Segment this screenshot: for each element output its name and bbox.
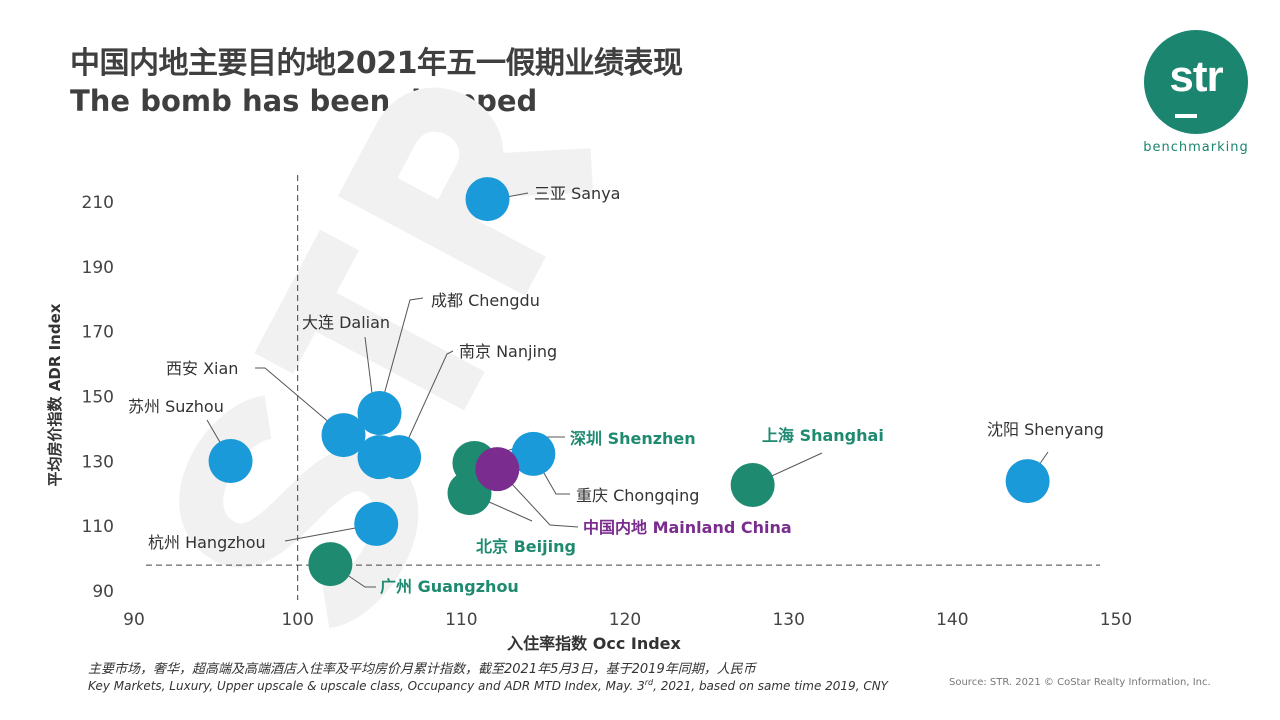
point-label: 苏州 Suzhou — [128, 397, 224, 416]
source-credit: Source: STR. 2021 © CoStar Realty Inform… — [949, 677, 1211, 688]
watermark — [179, 87, 593, 629]
x-tick-label: 140 — [936, 610, 968, 630]
bubble-point — [1005, 459, 1050, 504]
x-tick-label: 110 — [445, 610, 477, 630]
x-tick-label: 100 — [281, 610, 313, 630]
y-tick-label: 110 — [82, 517, 114, 537]
bubble-point — [308, 542, 353, 587]
bubble-point — [321, 413, 366, 458]
footnote-chinese: 主要市场，奢华，超高端及高端酒店入住率及平均房价月累计指数，截至2021年5月3… — [88, 662, 756, 677]
bubble-point — [354, 501, 399, 546]
logo-text: str — [1169, 52, 1223, 101]
footnote-superscript: rd — [644, 678, 654, 687]
y-tick-label: 90 — [92, 582, 114, 602]
point-label: 成都 Chengdu — [431, 291, 540, 310]
point-label: 杭州 Hangzhou — [148, 533, 266, 552]
watermark-letter-r — [337, 87, 593, 296]
logo-tagline: benchmarking — [1143, 140, 1249, 155]
point-label: 上海 Shanghai — [762, 426, 884, 445]
y-tick-label: 210 — [82, 193, 114, 213]
footnote-english-text: Key Markets, Luxury, Upper upscale & ups… — [88, 679, 645, 693]
point-label: 中国内地 Mainland China — [583, 518, 792, 537]
footnote-english: Key Markets, Luxury, Upper upscale & ups… — [88, 678, 888, 693]
watermark-letters — [179, 87, 593, 629]
x-axis-title: 入住率指数 Occ Index — [507, 634, 681, 653]
bubble-point — [465, 177, 510, 222]
point-label: 深圳 Shenzhen — [570, 429, 696, 448]
x-tick-label: 150 — [1100, 610, 1132, 630]
footnote-english-tail: , 2021, based on same time 2019, CNY — [653, 679, 889, 693]
bubble-point — [377, 435, 422, 480]
y-tick-label: 130 — [82, 452, 114, 472]
bubble-point — [475, 447, 520, 492]
point-label: 大连 Dalian — [302, 313, 390, 332]
bubble-point — [511, 431, 556, 476]
point-label: 南京 Nanjing — [459, 342, 557, 361]
y-tick-label: 170 — [82, 323, 114, 343]
y-tick-label: 190 — [82, 258, 114, 278]
x-tick-label: 90 — [123, 610, 145, 630]
leader-line — [255, 367, 345, 436]
watermark-letter-t — [254, 229, 485, 411]
point-label: 三亚 Sanya — [534, 184, 620, 203]
point-label: 西安 Xian — [166, 359, 238, 378]
leader-line — [497, 468, 579, 528]
point-label: 沈阳 Shenyang — [987, 420, 1104, 439]
point-label: 广州 Guangzhou — [380, 577, 519, 596]
y-axis-title: 平均房价指数 ADR Index — [46, 303, 64, 486]
bubble-point — [730, 462, 775, 507]
x-tick-label: 130 — [772, 610, 804, 630]
point-label: 北京 Beijing — [476, 537, 576, 556]
bubble-point — [208, 439, 253, 484]
str-logo: str — [1144, 30, 1248, 134]
page-title: 中国内地主要目的地2021年五一假期业绩表现 — [70, 46, 683, 81]
leader-line — [399, 350, 454, 458]
logo-underline — [1175, 114, 1197, 118]
watermark-letter-s — [179, 395, 419, 629]
x-tick-label: 120 — [609, 610, 641, 630]
y-tick-label: 150 — [82, 388, 114, 408]
point-label: 重庆 Chongqing — [576, 486, 699, 505]
leader-line — [378, 297, 424, 414]
bubble-point — [357, 391, 402, 436]
